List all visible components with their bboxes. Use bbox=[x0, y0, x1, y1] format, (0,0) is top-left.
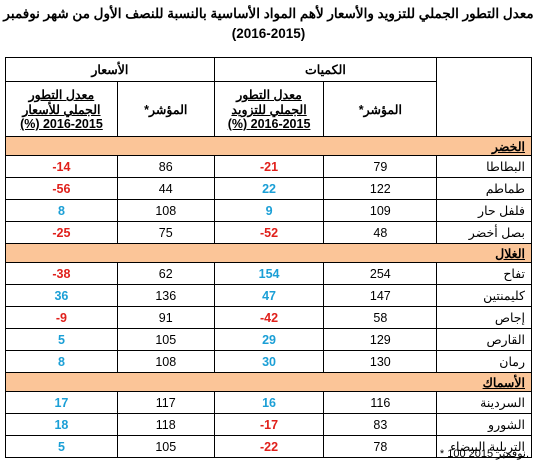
rate-cell: -14 bbox=[5, 155, 118, 178]
product-name: تفاح bbox=[436, 262, 532, 285]
index-cell: 78 bbox=[323, 435, 438, 458]
rate-cell: 9 bbox=[213, 199, 325, 222]
rate-cell: 36 bbox=[5, 284, 118, 307]
data-row: الشورو 83 -17 118 18 bbox=[5, 413, 532, 436]
table-body: الخضر البطاطا 79 -21 86 -14 طماطم 122 22 44 -56 فلف… bbox=[5, 136, 532, 458]
rate-cell: -22 bbox=[213, 435, 325, 458]
section-title: الغلال bbox=[5, 243, 532, 263]
product-name: السردينة bbox=[436, 391, 532, 414]
rate-cell: -25 bbox=[5, 221, 118, 244]
rate-cell: 16 bbox=[213, 391, 325, 414]
index-cell: 105 bbox=[116, 328, 215, 351]
rate-cell: 29 bbox=[213, 328, 325, 351]
product-name: طماطم bbox=[436, 177, 532, 200]
index-cell: 75 bbox=[116, 221, 215, 244]
data-row: بصل أخضر 48 -52 75 -25 bbox=[5, 221, 532, 244]
footnote: * 100 نوفمبر 2015. bbox=[439, 448, 529, 460]
index-cell: 105 bbox=[116, 435, 215, 458]
product-name: رمان bbox=[436, 350, 532, 373]
data-row: كليمنتين 147 47 136 36 bbox=[5, 284, 532, 307]
index-cell: 130 bbox=[323, 350, 438, 373]
index-cell: 147 bbox=[323, 284, 438, 307]
rate-cell: 154 bbox=[213, 262, 325, 285]
index-cell: 58 bbox=[323, 306, 438, 329]
rate-cell: 22 bbox=[213, 177, 325, 200]
data-row: فلفل حار 109 9 108 8 bbox=[5, 199, 532, 222]
column-header: المؤشر* bbox=[323, 81, 438, 137]
rate-cell: 17 bbox=[5, 391, 118, 414]
rate-cell: 5 bbox=[5, 435, 118, 458]
product-name: الشورو bbox=[436, 413, 532, 436]
data-row: رمان 130 30 108 8 bbox=[5, 350, 532, 373]
section-title: الأسماك bbox=[5, 372, 532, 392]
data-row: السردينة 116 16 117 17 bbox=[5, 391, 532, 414]
rate-cell: 8 bbox=[5, 199, 118, 222]
rate-cell: -17 bbox=[213, 413, 325, 436]
index-cell: 44 bbox=[116, 177, 215, 200]
blank-header bbox=[436, 57, 532, 137]
product-name: القارص bbox=[436, 328, 532, 351]
index-cell: 62 bbox=[116, 262, 215, 285]
rate-cell: -21 bbox=[213, 155, 325, 178]
rate-cell: -9 bbox=[5, 306, 118, 329]
rate-cell: 30 bbox=[213, 350, 325, 373]
column-header: معدل التطور الجملي للأسعار 2015-2016 (%) bbox=[5, 81, 118, 137]
product-name: إجاص bbox=[436, 306, 532, 329]
section-title: الخضر bbox=[5, 136, 532, 156]
data-row: إجاص 58 -42 91 -9 bbox=[5, 306, 532, 329]
data-table: الكميات الأسعار المؤشر* معدل التطور الجم… bbox=[5, 57, 532, 458]
index-cell: 108 bbox=[116, 350, 215, 373]
section-row: الخضر bbox=[5, 136, 532, 156]
index-cell: 83 bbox=[323, 413, 438, 436]
rate-cell: -56 bbox=[5, 177, 118, 200]
product-name: البطاطا bbox=[436, 155, 532, 178]
data-row: القارص 129 29 105 5 bbox=[5, 328, 532, 351]
rate-cell: -42 bbox=[213, 306, 325, 329]
index-cell: 91 bbox=[116, 306, 215, 329]
column-header: معدل التطور الجملي للتزويد 2015-2016 (%) bbox=[213, 81, 325, 137]
index-cell: 79 bbox=[323, 155, 438, 178]
index-cell: 118 bbox=[116, 413, 215, 436]
index-cell: 136 bbox=[116, 284, 215, 307]
section-row: الأسماك bbox=[5, 372, 532, 392]
title: معدل التطور الجملي للتزويد والأسعار لأهم… bbox=[3, 6, 534, 21]
index-cell: 109 bbox=[323, 199, 438, 222]
index-cell: 48 bbox=[323, 221, 438, 244]
data-row: البطاطا 79 -21 86 -14 bbox=[5, 155, 532, 178]
rate-cell: 18 bbox=[5, 413, 118, 436]
index-cell: 254 bbox=[323, 262, 438, 285]
data-row: تفاح 254 154 62 -38 bbox=[5, 262, 532, 285]
section-row: الغلال bbox=[5, 243, 532, 263]
index-cell: 129 bbox=[323, 328, 438, 351]
rate-cell: 5 bbox=[5, 328, 118, 351]
rate-cell: 47 bbox=[213, 284, 325, 307]
data-row: طماطم 122 22 44 -56 bbox=[5, 177, 532, 200]
rate-cell: -52 bbox=[213, 221, 325, 244]
subtitle: (2016-2015) bbox=[231, 26, 306, 41]
product-name: بصل أخضر bbox=[436, 221, 532, 244]
group-header: الكميات bbox=[213, 57, 438, 82]
index-cell: 86 bbox=[116, 155, 215, 178]
rate-cell: -38 bbox=[5, 262, 118, 285]
product-name: كليمنتين bbox=[436, 284, 532, 307]
group-header: الأسعار bbox=[5, 57, 215, 82]
rate-cell: 8 bbox=[5, 350, 118, 373]
index-cell: 108 bbox=[116, 199, 215, 222]
index-cell: 122 bbox=[323, 177, 438, 200]
index-cell: 116 bbox=[323, 391, 438, 414]
column-header: المؤشر* bbox=[116, 81, 215, 137]
product-name: فلفل حار bbox=[436, 199, 532, 222]
product-name: التريلية البيضاء bbox=[436, 435, 532, 458]
data-row: التريلية البيضاء 78 -22 105 5 bbox=[5, 435, 532, 458]
index-cell: 117 bbox=[116, 391, 215, 414]
